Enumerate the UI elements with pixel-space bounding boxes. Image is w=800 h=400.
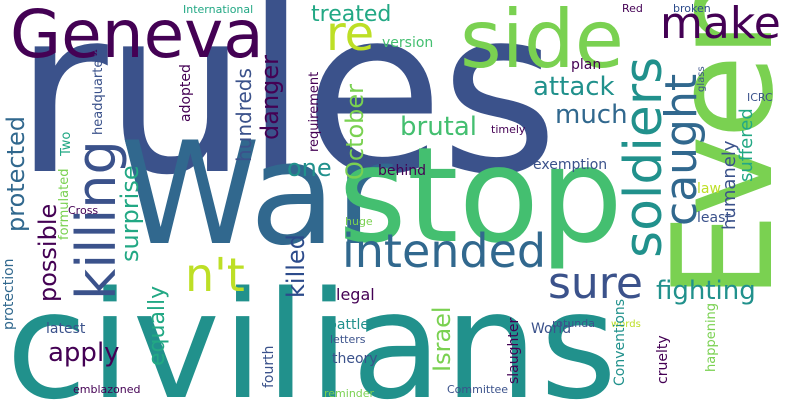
word-committee: Committee [447,383,509,396]
word-caught: caught [656,73,707,226]
word-war: War [120,112,393,277]
word-red: Red [622,2,643,15]
word-suffered: suffered [736,108,757,182]
word-least: least [697,210,731,226]
word-stop: stop [338,119,624,273]
word-latest: latest [46,321,86,337]
word-october: October [341,83,369,180]
word-sure: sure [548,258,644,309]
word-danger: danger [256,54,284,140]
word-fourth: fourth [261,345,277,389]
word-killed: killed [282,234,310,298]
word-exemption: exemption [533,157,608,173]
word-hundreds: hundreds [232,68,256,162]
word-one: one [287,154,332,182]
word-cruelty: cruelty [655,335,671,384]
word-adopted: adopted [178,64,194,122]
word-intended: intended [342,224,547,278]
word-treated: treated [311,2,392,27]
word-glass: glass [696,66,707,92]
word-timely: timely [491,123,526,136]
word-re: re [326,6,375,62]
word-huge: huge [345,215,373,228]
word-version: version [382,35,434,51]
word-attack: attack [533,72,615,102]
word-cross: Cross [68,204,99,217]
word-civilians: civilians [6,260,620,400]
word-rotunda: rotunda [552,317,595,330]
word-happening: happening [704,302,719,372]
word-nt: n't [185,248,245,302]
word-fighting: fighting [656,276,756,306]
word-battle: battle [328,317,369,333]
word-surprise: surprise [116,165,144,262]
word-geneva: Geneva [10,0,264,73]
word-equally: equally [145,285,170,366]
word-make: make [660,0,781,49]
word-plan: plan [571,57,602,73]
word-brutal: brutal [400,112,478,142]
word-two: Two [59,131,74,156]
word-behind: behind [378,163,427,179]
word-broken: broken [673,2,711,15]
word-theory: theory [332,351,378,367]
word-letters: letters [330,333,366,346]
word-world: World [531,321,572,337]
word-international: International [183,3,254,16]
word-headquarters: headquarters [91,47,106,135]
word-reminder: reminder [324,387,375,400]
word-requirement: requirement [307,71,322,152]
word-emblazoned: emblazoned [73,383,141,396]
word-protection: protection [1,258,17,330]
word-words: words [611,319,641,330]
word-conventions: Conventions [612,298,628,386]
word-legal: legal [336,285,375,304]
word-rules: rules [14,0,559,225]
word-law: law [697,181,721,197]
word-much: much [555,100,628,130]
word-icrc: ICRC [747,91,773,104]
word-apply: apply [48,338,120,368]
word-side: side [460,0,624,86]
word-israel: Israel [428,306,456,372]
word-slaughter: slaughter [506,317,522,384]
word-protected: protected [2,115,30,232]
